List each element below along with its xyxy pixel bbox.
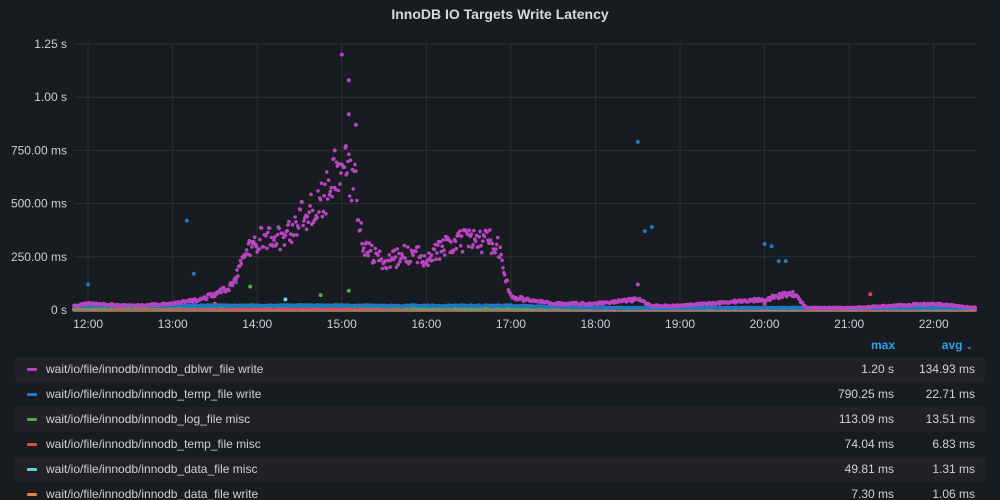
- x-tick-label: 19:00: [665, 317, 695, 330]
- data-point-outlier: [868, 292, 873, 297]
- x-tick-label: 12:00: [73, 317, 103, 330]
- x-tick-label: 20:00: [750, 317, 780, 330]
- chart-plot-area[interactable]: 0 s 250.00 ms 500.00 ms 750.00 ms 1.00 s 1.25…: [0, 0, 1000, 330]
- x-tick-label: 14:00: [242, 317, 272, 330]
- data-point-outlier: [248, 284, 253, 289]
- y-tick-label: 250.00 ms: [11, 250, 67, 264]
- x-tick-label: 18:00: [580, 317, 610, 330]
- x-axis-ticks: 12:00 13:00 14:00 15:00 16:00 17:00 18:00 19:00…: [73, 317, 949, 330]
- x-tick-label: 16:00: [411, 317, 441, 330]
- y-axis-ticks: 0 s 250.00 ms 500.00 ms 750.00 ms 1.00 s 1.25…: [11, 37, 67, 317]
- y-tick-label: 750.00 ms: [11, 143, 67, 157]
- y-tick-label: 0 s: [51, 303, 67, 317]
- y-tick-label: 1.00 s: [34, 90, 67, 104]
- x-tick-label: 22:00: [919, 317, 949, 330]
- x-tick-label: 15:00: [327, 317, 357, 330]
- chart-grid: [74, 43, 976, 311]
- y-tick-label: 1.25 s: [34, 37, 67, 51]
- data-point-outlier: [283, 297, 288, 302]
- chart-title: InnoDB IO Targets Write Latency: [391, 6, 609, 22]
- data-point-outlier: [346, 288, 351, 293]
- data-point-outlier: [318, 293, 323, 298]
- chart-points: [72, 52, 977, 312]
- x-tick-label: 17:00: [496, 317, 526, 330]
- x-tick-label: 21:00: [834, 317, 864, 330]
- y-tick-label: 500.00 ms: [11, 197, 67, 211]
- x-tick-label: 13:00: [158, 317, 188, 330]
